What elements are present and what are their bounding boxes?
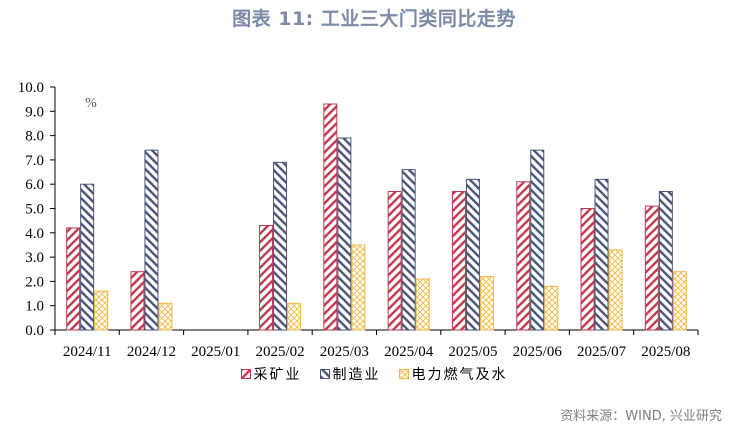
y-tick-label: 10.0 xyxy=(18,80,44,96)
bar-manufacturing xyxy=(465,178,480,331)
x-tick-label: 2025/02 xyxy=(255,344,304,360)
bar-utilities xyxy=(479,276,494,331)
x-tick-label: 2024/12 xyxy=(127,344,176,360)
bar-manufacturing xyxy=(594,178,609,331)
legend-label: 采矿业 xyxy=(253,367,302,383)
bar-mining xyxy=(66,227,81,331)
y-tick-label: 4.0 xyxy=(25,226,44,242)
x-tick-label: 2025/03 xyxy=(320,344,369,360)
y-tick-label: 5.0 xyxy=(25,202,44,218)
legend-item-utilities: 电力燃气及水 xyxy=(398,364,508,384)
y-tick-label: 8.0 xyxy=(25,129,44,145)
x-tick-label: 2025/06 xyxy=(513,344,563,360)
y-tick-label: 0.0 xyxy=(25,323,44,339)
bar-utilities xyxy=(351,244,366,331)
utilities-swatch-icon xyxy=(398,369,409,379)
axis-labels: 0.0 1.0 2.0 3.0 4.0 5.0 6.0 7.0 8.0 9.0 10.0 2024/1… xyxy=(18,80,691,360)
legend: 采矿业 制造业 电力燃气及水 xyxy=(0,364,748,384)
bar-manufacturing xyxy=(530,149,545,331)
unit-label: % xyxy=(85,96,97,111)
bar-manufacturing xyxy=(337,137,352,331)
x-tick-label: 2025/07 xyxy=(577,344,627,360)
mining-swatch-icon xyxy=(240,369,251,379)
bar-utilities xyxy=(672,271,687,331)
bar-utilities xyxy=(608,249,623,331)
y-tick-label: 1.0 xyxy=(25,299,44,315)
source-note: 资料来源：WIND, 兴业研究 xyxy=(560,409,722,424)
x-tick-label: 2025/04 xyxy=(384,344,434,360)
bar-utilities xyxy=(158,302,173,331)
bar-manufacturing xyxy=(80,183,95,331)
legend-label: 电力燃气及水 xyxy=(411,367,508,383)
chart-title: 图表 11: 工业三大门类同比走势 xyxy=(232,8,516,30)
y-tick-label: 3.0 xyxy=(25,250,44,266)
bar-mining xyxy=(387,190,402,331)
legend-item-mining: 采矿业 xyxy=(240,364,302,384)
bar-mining xyxy=(644,205,659,331)
bar-mining xyxy=(580,208,595,331)
bar-manufacturing xyxy=(401,169,416,331)
bar-utilities xyxy=(94,290,109,331)
bar-manufacturing xyxy=(658,190,673,331)
x-tick-label: 2024/11 xyxy=(63,344,112,360)
bar-utilities xyxy=(544,285,559,331)
bar-mining xyxy=(130,271,145,331)
x-tick-label: 2025/01 xyxy=(191,344,240,360)
y-tick-label: 6.0 xyxy=(25,177,44,193)
bar-mining xyxy=(323,103,338,331)
bar-utilities xyxy=(415,278,430,331)
legend-item-manufacturing: 制造业 xyxy=(319,364,381,384)
bar-mining xyxy=(516,181,531,331)
x-tick-label: 2025/05 xyxy=(448,344,497,360)
bar-mining xyxy=(259,225,274,331)
bar-manufacturing xyxy=(144,149,159,331)
y-tick-label: 7.0 xyxy=(25,153,44,169)
y-tick-label: 2.0 xyxy=(25,274,44,290)
legend-label: 制造业 xyxy=(332,367,381,383)
bar-manufacturing xyxy=(273,161,288,331)
x-tick-label: 2025/08 xyxy=(641,344,690,360)
bars xyxy=(66,103,687,331)
y-tick-label: 9.0 xyxy=(25,104,44,120)
bar-utilities xyxy=(287,302,302,331)
manufacturing-swatch-icon xyxy=(319,369,330,379)
bar-mining xyxy=(451,190,466,331)
